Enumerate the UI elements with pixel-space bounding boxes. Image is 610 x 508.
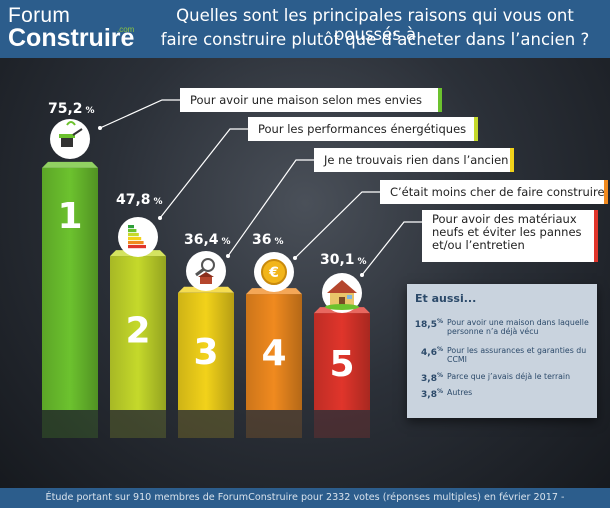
reason-label: Je ne trouvais rien dans l’ancien	[323, 153, 508, 167]
bar-reflection	[110, 410, 166, 438]
reason-color-stripe	[438, 88, 442, 112]
value-label: 36,4%	[184, 232, 231, 248]
euro-coin-icon-art: €	[261, 259, 287, 285]
callout-dot	[226, 254, 230, 258]
reason-box	[422, 210, 598, 262]
logo-forum: Forum	[8, 4, 71, 27]
chart-title-line1: Quelles sont les principales raisons qui…	[176, 6, 574, 44]
logo-com: .com	[117, 25, 135, 34]
value-label: 47,8%	[116, 192, 163, 208]
reason-label: Pour les performances énergétiques	[258, 122, 466, 136]
house-icon-art	[325, 280, 359, 310]
energy-label-icon-art	[128, 225, 146, 249]
aussi-item-value: 3,8%	[421, 372, 443, 384]
callout-dot	[360, 273, 364, 277]
reason-label: C’était moins cher de faire construire	[390, 185, 605, 199]
bar-top	[42, 161, 98, 168]
callout-line	[361, 221, 422, 276]
rank-label: 5	[329, 344, 354, 385]
watering-can-icon-art	[59, 121, 83, 147]
callout-dot	[158, 216, 162, 220]
magnifier-house-icon-art	[195, 258, 215, 284]
bar-reflection	[314, 410, 370, 438]
aussi-item-label: Parce que j’avais déjà le terrain	[447, 372, 571, 381]
reason-box	[314, 148, 514, 172]
aussi-title: Et aussi...	[415, 292, 477, 305]
aussi-item-label: Pour les assurances et garanties du CCMI	[447, 346, 587, 365]
reason-label: Pour avoir des matériaux neufs et éviter …	[432, 212, 582, 252]
rank-label: 4	[261, 333, 286, 374]
aussi-panel: Et aussi... 18,5% Pour avoir une maison …	[407, 284, 597, 418]
bar-4	[246, 294, 302, 410]
value-label: 36%	[252, 232, 284, 248]
rank-label: 3	[193, 332, 218, 373]
reason-box	[248, 117, 478, 141]
aussi-item-value: 3,8%	[421, 388, 443, 400]
reason-label: Pour avoir une maison selon mes envies	[190, 93, 422, 107]
reason-color-stripe	[510, 148, 514, 172]
bar-2	[110, 256, 166, 410]
value-label: 75,2%	[48, 101, 95, 117]
callout-line	[294, 191, 380, 259]
bar-reflection	[246, 410, 302, 438]
callout-line	[159, 128, 248, 219]
chart-title-line2: faire construire plutôt que d’acheter da…	[160, 30, 590, 49]
bar-reflection	[42, 410, 98, 438]
callout-dot	[293, 256, 297, 260]
footer-note: Étude portant sur 910 membres de ForumCo…	[0, 488, 610, 508]
bar-3	[178, 292, 234, 410]
bar-5	[314, 313, 370, 410]
aussi-item-label: Autres	[447, 388, 473, 397]
aussi-item-value: 18,5%	[414, 318, 443, 330]
reason-color-stripe	[474, 117, 478, 141]
rank-label: 1	[57, 196, 82, 237]
logo-construire: Construire	[8, 24, 135, 52]
callout-line	[99, 99, 180, 129]
reason-color-stripe	[604, 180, 608, 204]
svg-text:€: €	[268, 265, 279, 281]
reason-box	[180, 88, 442, 112]
aussi-item-value: 4,6%	[421, 346, 443, 358]
rank-label: 2	[125, 311, 150, 352]
reason-color-stripe	[594, 210, 598, 262]
bar-1	[42, 167, 98, 410]
reason-box	[380, 180, 608, 204]
callout-dot	[98, 126, 102, 130]
callout-line	[227, 159, 314, 257]
header-bar: Forum Construire .com Quelles sont les p…	[0, 0, 610, 58]
value-label: 30,1%	[320, 252, 367, 268]
aussi-item-label: Pour avoir une maison dans laquelle pers…	[447, 318, 589, 337]
bar-reflection	[178, 410, 234, 438]
